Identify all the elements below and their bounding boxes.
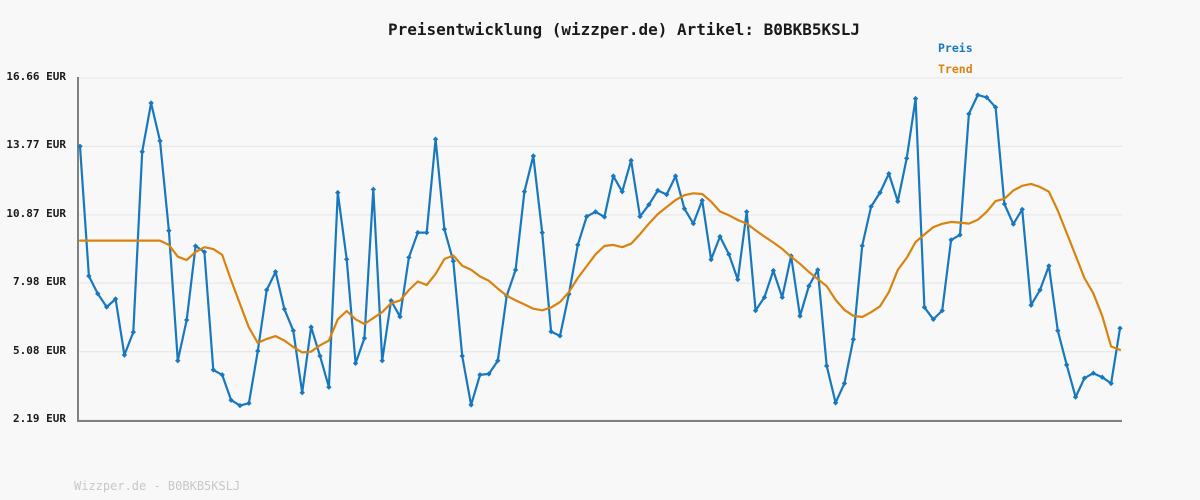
y-axis-tick-label: 5.08 EUR — [13, 343, 66, 357]
chart-title: Preisentwicklung (wizzper.de) Artikel: B… — [387, 20, 861, 39]
legend-label-trend: Trend — [938, 62, 973, 76]
y-axis-tick-label: 7.98 EUR — [13, 275, 66, 289]
y-axis-tick-label: 2.19 EUR — [13, 412, 66, 425]
y-axis-tick-label: 10.87 EUR — [6, 206, 66, 220]
trend-line — [78, 182, 1122, 354]
preis-line — [78, 93, 1122, 407]
legend-label-preis: Preis — [938, 41, 973, 55]
y-axis-tick-label: 16.66 EUR — [6, 70, 66, 83]
chart-legend: Preis Trend — [938, 38, 973, 80]
y-axis-tick-label: 13.77 EUR — [6, 138, 66, 152]
y-axis-tick-labels: 16.66 EUR 13.77 EUR 10.87 EUR 7.98 EUR 5.08 … — [0, 0, 66, 500]
watermark-text: Wizzper.de - B0BKB5KSLJ — [74, 479, 241, 493]
axis-spines — [77, 77, 1122, 422]
